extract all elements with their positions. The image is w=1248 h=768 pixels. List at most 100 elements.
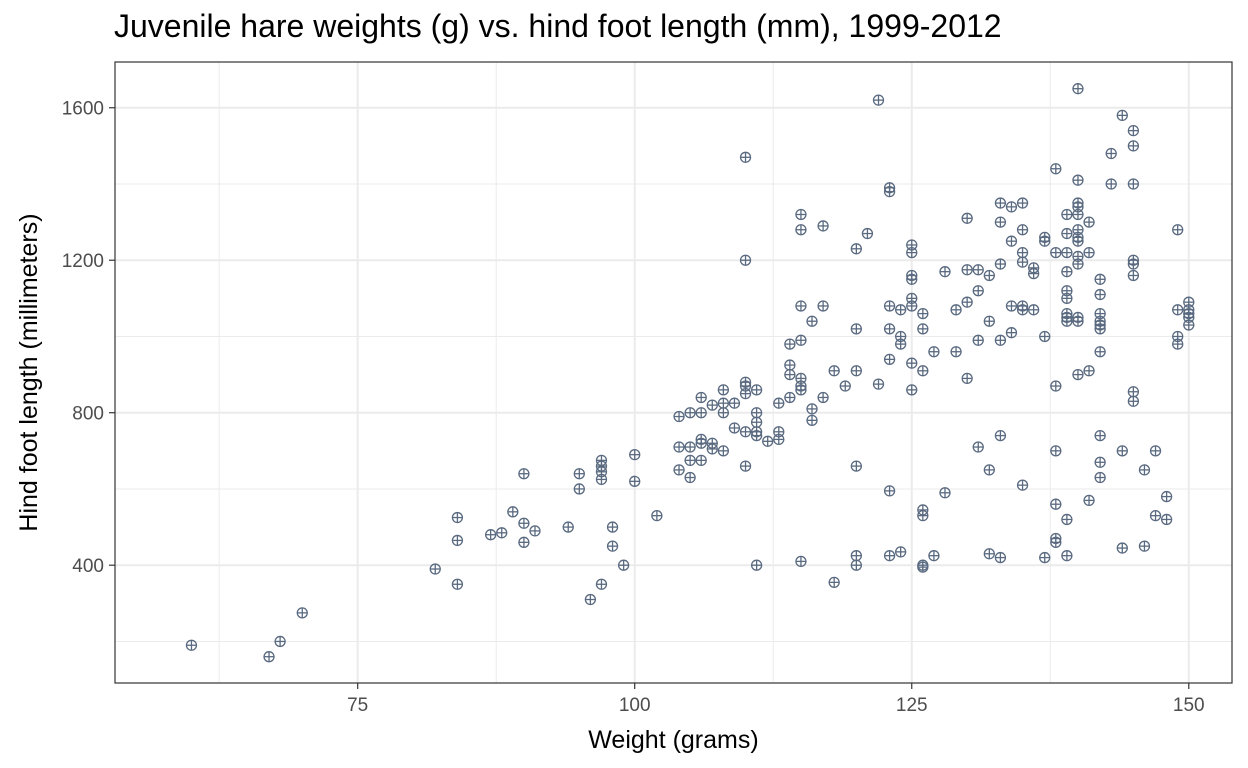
data-point [917,509,929,522]
data-point [895,546,907,558]
data-point [983,269,995,282]
data-point [1061,315,1073,327]
y-tick-label: 1600 [62,99,104,120]
data-point [573,468,585,480]
data-point [750,416,763,428]
data-point [1050,536,1062,548]
data-point [1072,208,1084,221]
data-point [917,307,929,320]
data-point [1105,147,1117,160]
data-point [606,540,619,552]
data-point [1172,304,1184,316]
data-point [1094,323,1106,335]
data-point [806,403,818,415]
data-point [695,437,707,449]
data-point [895,304,907,316]
data-point [1061,208,1073,221]
data-point [695,454,707,467]
data-point [906,357,918,369]
data-point [695,391,707,404]
data-point [1127,124,1140,137]
data-point [906,300,918,312]
data-point [961,296,973,308]
data-point [739,151,752,163]
data-point [950,346,962,358]
data-point [839,380,851,392]
data-point [1005,327,1018,339]
data-point [263,651,275,663]
data-point [972,264,984,276]
data-point [684,454,696,467]
data-point [795,208,807,221]
data-point [274,635,286,648]
data-point [950,304,962,316]
data-point [695,407,707,419]
data-point [994,258,1007,270]
y-axis-title: Hind foot length (millimeters) [15,213,43,531]
y-tick-label: 800 [72,404,104,425]
x-tick-label: 125 [896,695,928,716]
data-point [1050,380,1062,392]
data-point [883,485,896,497]
data-point [850,559,862,571]
data-point [750,559,763,571]
data-point [1160,513,1173,526]
data-point [795,384,807,396]
data-point [617,559,630,571]
data-point [529,525,541,537]
data-point [1094,456,1106,468]
data-point [1072,174,1084,186]
data-point [1083,365,1095,377]
data-point [806,414,818,426]
data-point [1083,494,1095,507]
data-point [1138,464,1151,476]
data-point [518,517,530,529]
data-point [850,460,862,472]
data-point [717,445,730,457]
data-point [1061,292,1073,305]
data-point [739,460,752,472]
data-point [784,368,796,381]
grid-layer [115,62,1232,683]
y-axis: 400 800 1200 1600 [62,99,115,577]
data-point [296,607,308,619]
data-point [485,529,497,541]
data-point [496,527,508,539]
data-point [1005,235,1018,247]
data-point [895,338,907,350]
data-point [817,391,829,404]
data-point [1050,445,1062,457]
data-point [784,338,796,350]
data-point [717,384,730,396]
data-point [961,264,973,276]
data-point [850,365,862,377]
data-point [1016,246,1029,259]
data-point [1116,445,1128,457]
data-point [507,506,519,518]
data-point [994,334,1007,346]
data-point [828,365,840,377]
data-point [1127,258,1140,270]
data-point [728,397,741,409]
data-point [983,548,995,560]
data-point [706,399,718,411]
data-point [1149,445,1162,457]
data-point [1039,551,1051,564]
x-axis-title: Weight (grams) [588,726,758,754]
data-point [1016,256,1029,268]
data-point [939,487,951,499]
data-point [939,266,951,278]
data-point [883,550,896,562]
data-point [750,429,763,442]
data-point [883,300,896,312]
data-point [1094,288,1106,301]
data-point [1172,338,1184,350]
data-point [1027,304,1040,316]
data-point [739,426,752,438]
data-point [850,550,862,562]
data-point [972,334,984,346]
data-point [994,429,1007,442]
data-point [451,578,464,590]
data-point [850,243,862,255]
